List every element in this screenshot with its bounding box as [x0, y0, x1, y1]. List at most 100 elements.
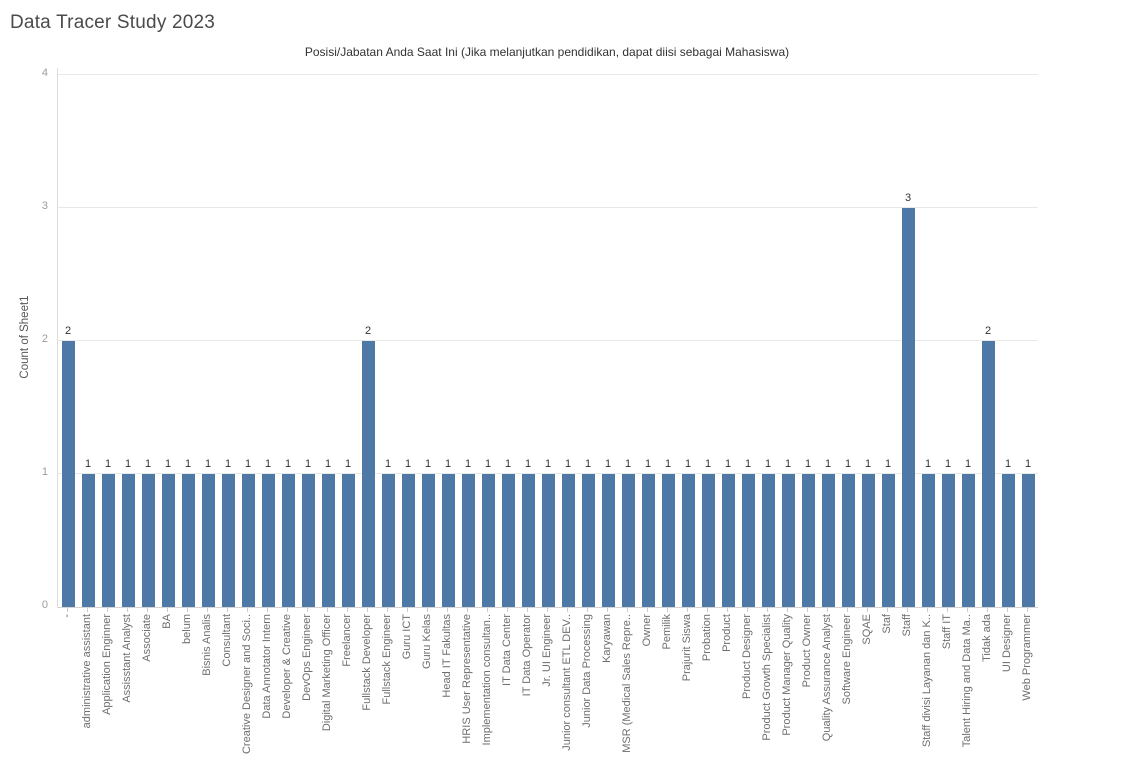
- bar[interactable]: [181, 474, 195, 607]
- bar[interactable]: [241, 474, 255, 607]
- x-tick-label: Pemilik: [661, 614, 673, 650]
- bar-value-label: 1: [864, 458, 872, 470]
- bar[interactable]: [1021, 474, 1035, 607]
- bar[interactable]: [921, 474, 935, 607]
- x-tick: [587, 608, 588, 612]
- bar-value-label: 1: [484, 458, 492, 470]
- bar[interactable]: [561, 474, 575, 607]
- x-tick: [547, 608, 548, 612]
- bar-value-label: 1: [204, 458, 212, 470]
- x-tick: [567, 608, 568, 612]
- bar[interactable]: [821, 474, 835, 607]
- bar[interactable]: [981, 341, 995, 607]
- bar[interactable]: [661, 474, 675, 607]
- x-tick-label: Guru ICT: [401, 614, 413, 660]
- x-tick-label: Product Manager Quality: [781, 614, 793, 736]
- x-tick: [687, 608, 688, 612]
- bar[interactable]: [581, 474, 595, 607]
- bar[interactable]: [281, 474, 295, 607]
- bar[interactable]: [901, 208, 915, 607]
- bar[interactable]: [421, 474, 435, 607]
- x-tick-label: Staff divisi Layanan dan K..: [921, 614, 933, 748]
- bar-value-label: 1: [504, 458, 512, 470]
- bar[interactable]: [621, 474, 635, 607]
- x-tick: [967, 608, 968, 612]
- x-tick: [627, 608, 628, 612]
- bar[interactable]: [161, 474, 175, 607]
- bar[interactable]: [461, 474, 475, 607]
- bar[interactable]: [1001, 474, 1015, 607]
- bar[interactable]: [681, 474, 695, 607]
- bar[interactable]: [881, 474, 895, 607]
- y-tick-label: 2: [41, 333, 48, 345]
- bar[interactable]: [401, 474, 415, 607]
- bar[interactable]: [861, 474, 875, 607]
- bar[interactable]: [781, 474, 795, 607]
- bar[interactable]: [961, 474, 975, 607]
- bar[interactable]: [341, 474, 355, 607]
- bar-value-label: 1: [564, 458, 572, 470]
- bar[interactable]: [121, 474, 135, 607]
- bar[interactable]: [301, 474, 315, 607]
- bar[interactable]: [841, 474, 855, 607]
- x-tick: [647, 608, 648, 612]
- x-tick: [107, 608, 108, 612]
- bar[interactable]: [321, 474, 335, 607]
- x-tick-label: Fullstack Developer: [361, 614, 373, 711]
- x-tick: [807, 608, 808, 612]
- bar[interactable]: [541, 474, 555, 607]
- x-tick: [307, 608, 308, 612]
- x-tick-label: Guru Kelas: [421, 614, 433, 670]
- bar-value-label: 1: [824, 458, 832, 470]
- x-tick: [487, 608, 488, 612]
- x-tick-label: Developer & Creative: [281, 614, 293, 719]
- x-tick-label: Prajurit Siswa: [681, 614, 693, 682]
- x-tick-label: Application Enginner: [101, 614, 113, 715]
- x-tick: [887, 608, 888, 612]
- bar-value-label: 1: [544, 458, 552, 470]
- x-tick-label: Product Owner: [801, 614, 813, 688]
- bar[interactable]: [61, 341, 75, 607]
- bar[interactable]: [521, 474, 535, 607]
- x-tick-label: Junior consultant ETL DEV..: [561, 614, 573, 751]
- bar[interactable]: [381, 474, 395, 607]
- bar[interactable]: [801, 474, 815, 607]
- bar[interactable]: [741, 474, 755, 607]
- bar[interactable]: [361, 341, 375, 607]
- x-tick: [187, 608, 188, 612]
- x-tick: [787, 608, 788, 612]
- bar[interactable]: [481, 474, 495, 607]
- x-tick-label: Software Engineer: [841, 614, 853, 705]
- bar[interactable]: [941, 474, 955, 607]
- bar[interactable]: [141, 474, 155, 607]
- bar[interactable]: [601, 474, 615, 607]
- x-tick-label: Assisstant Analyst: [121, 614, 133, 703]
- x-tick-label: Implementation consultan..: [481, 614, 493, 746]
- x-tick: [327, 608, 328, 612]
- x-tick: [707, 608, 708, 612]
- x-tick-label: Data Annotator Intern: [261, 614, 273, 719]
- x-tick: [847, 608, 848, 612]
- bar-value-label: 1: [624, 458, 632, 470]
- bar[interactable]: [721, 474, 735, 607]
- bar[interactable]: [761, 474, 775, 607]
- bar[interactable]: [261, 474, 275, 607]
- bar-value-label: 1: [724, 458, 732, 470]
- dashboard-title: Data Tracer Study 2023: [10, 12, 216, 33]
- x-tick-label: Product: [721, 614, 733, 652]
- bar[interactable]: [441, 474, 455, 607]
- x-tick-label: Product Growth Specialist: [761, 614, 773, 741]
- bar[interactable]: [501, 474, 515, 607]
- bar[interactable]: [101, 474, 115, 607]
- bar[interactable]: [641, 474, 655, 607]
- bar[interactable]: [221, 474, 235, 607]
- x-tick: [287, 608, 288, 612]
- bar[interactable]: [81, 474, 95, 607]
- bar[interactable]: [701, 474, 715, 607]
- bar-value-label: 1: [224, 458, 232, 470]
- bar-value-label: 1: [184, 458, 192, 470]
- bar-value-label: 1: [924, 458, 932, 470]
- bar[interactable]: [201, 474, 215, 607]
